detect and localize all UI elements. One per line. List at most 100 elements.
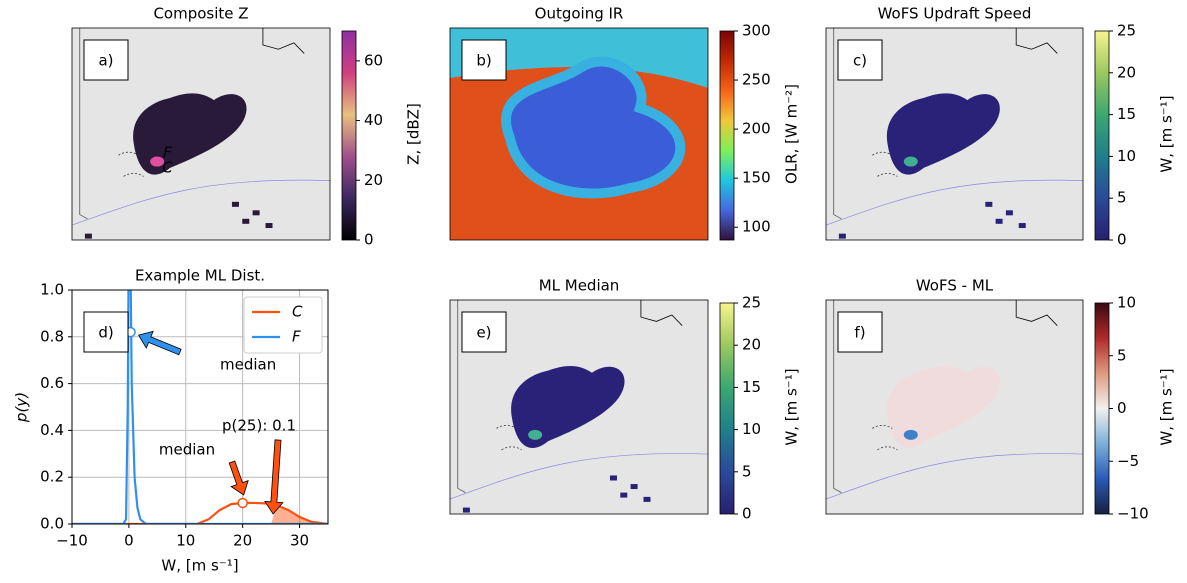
panel-label: f) [854,324,865,342]
legend-box [243,296,323,354]
panel-label: b) [476,52,491,70]
border [833,28,842,220]
y-tick-label: 0.8 [40,327,64,345]
colorbar [1094,302,1110,515]
outline [872,425,898,451]
storm [886,93,1000,175]
annotation: p(25): 0.1 [222,417,296,435]
map-frame [71,27,331,241]
storm [133,93,247,175]
echo [630,484,638,490]
colorbar-tick-label: 15 [742,378,761,396]
storm-core [150,156,165,167]
colorbar [1094,30,1110,241]
storm [511,366,625,448]
map-frame [449,299,709,515]
colorbar-tick-label: 20 [1117,63,1136,81]
y-tick-label: 0.2 [40,468,64,486]
echo [242,218,250,224]
colorbar-tick-label: 300 [742,22,771,40]
colorbar-tick-label: 20 [364,171,383,189]
y-axis-label: p(y) [13,392,31,423]
median-marker [237,497,248,509]
colorbar-tick-label: 200 [742,120,771,138]
legend-label: C [292,303,303,321]
cloud-band [450,28,708,88]
y-tick-label: 1.0 [40,281,64,299]
colorbar-tick-label: 0 [364,231,374,249]
echo [1018,223,1026,229]
map-frame [449,27,709,241]
river [449,453,709,500]
y-tick-label: 0.4 [40,421,64,439]
colorbar-tick-label: 60 [364,51,383,69]
x-axis-label: W, [m s⁻¹] [161,557,238,575]
outline [496,425,522,451]
x-tick-label: 10 [176,532,195,550]
x-tick-label: −10 [56,532,88,550]
river [71,179,331,226]
panel-label: c) [853,52,867,70]
echo [84,233,92,239]
y-tick-label: 0.0 [40,515,64,533]
colorbar-tick-label: 150 [742,169,771,187]
arrow [228,460,249,496]
river [825,179,1084,226]
panel-title: WoFS Updraft Speed [878,5,1032,23]
panel-label-box [83,39,129,81]
panel-title: ML Median [539,277,620,295]
colorbar [719,30,735,241]
colorbar-tick-label: 5 [1117,346,1127,364]
echo [643,496,651,502]
echo [609,475,617,481]
border [1015,300,1058,326]
storm-label: C [162,158,173,176]
storm-core [903,156,918,167]
echo [1005,210,1013,216]
panel-title: Outgoing IR [535,5,624,23]
border [833,300,842,493]
echo [620,492,628,498]
colorbar-tick-label: 0 [1117,399,1127,417]
x-tick-label: 0 [124,532,134,550]
panel-label-box [837,39,883,81]
colorbar-label: W, [m s⁻¹] [783,368,801,445]
colorbar [341,30,357,241]
panel-title: Composite Z [153,5,248,23]
colorbar-tick-label: 0 [742,505,752,523]
y-tick-label: 0.6 [40,374,64,392]
colorbar-tick-label: 5 [742,462,752,480]
annotation: median [220,356,276,374]
colorbar-tick-label: 25 [742,294,761,312]
colorbar-tick-label: 20 [742,336,761,354]
colorbar-tick-label: 25 [1117,22,1136,40]
colorbar-tick-label: 10 [742,420,761,438]
colorbar-label: OLR, [W m⁻²] [783,84,801,184]
series-line [72,290,328,524]
x-tick-label: 30 [290,532,309,550]
panel-label-box [461,39,507,81]
storm [886,366,1000,448]
echo [995,218,1003,224]
colorbar-tick-label: 40 [364,111,383,129]
border [262,28,305,54]
x-tick-label: 20 [233,532,252,550]
colorbar-label: Z, [dBZ] [405,103,423,165]
panel-label: d) [98,324,113,342]
legend-label: F [292,328,301,346]
plot-area [72,290,328,524]
panel-label-box [837,311,883,353]
colorbar-tick-label: 250 [742,71,771,89]
border [457,300,466,493]
border [1015,28,1058,54]
colorbar-tick-label: 15 [1117,105,1136,123]
storm-core [528,429,543,440]
colorbar-label: W, [m s⁻¹] [1158,95,1176,172]
colorbar-tick-label: 10 [1117,294,1136,312]
echo [838,233,846,239]
colorbar [719,302,735,515]
echo [265,223,273,229]
map-frame [825,27,1084,241]
colorbar-tick-label: 100 [742,218,771,236]
cloud-top [501,56,686,199]
